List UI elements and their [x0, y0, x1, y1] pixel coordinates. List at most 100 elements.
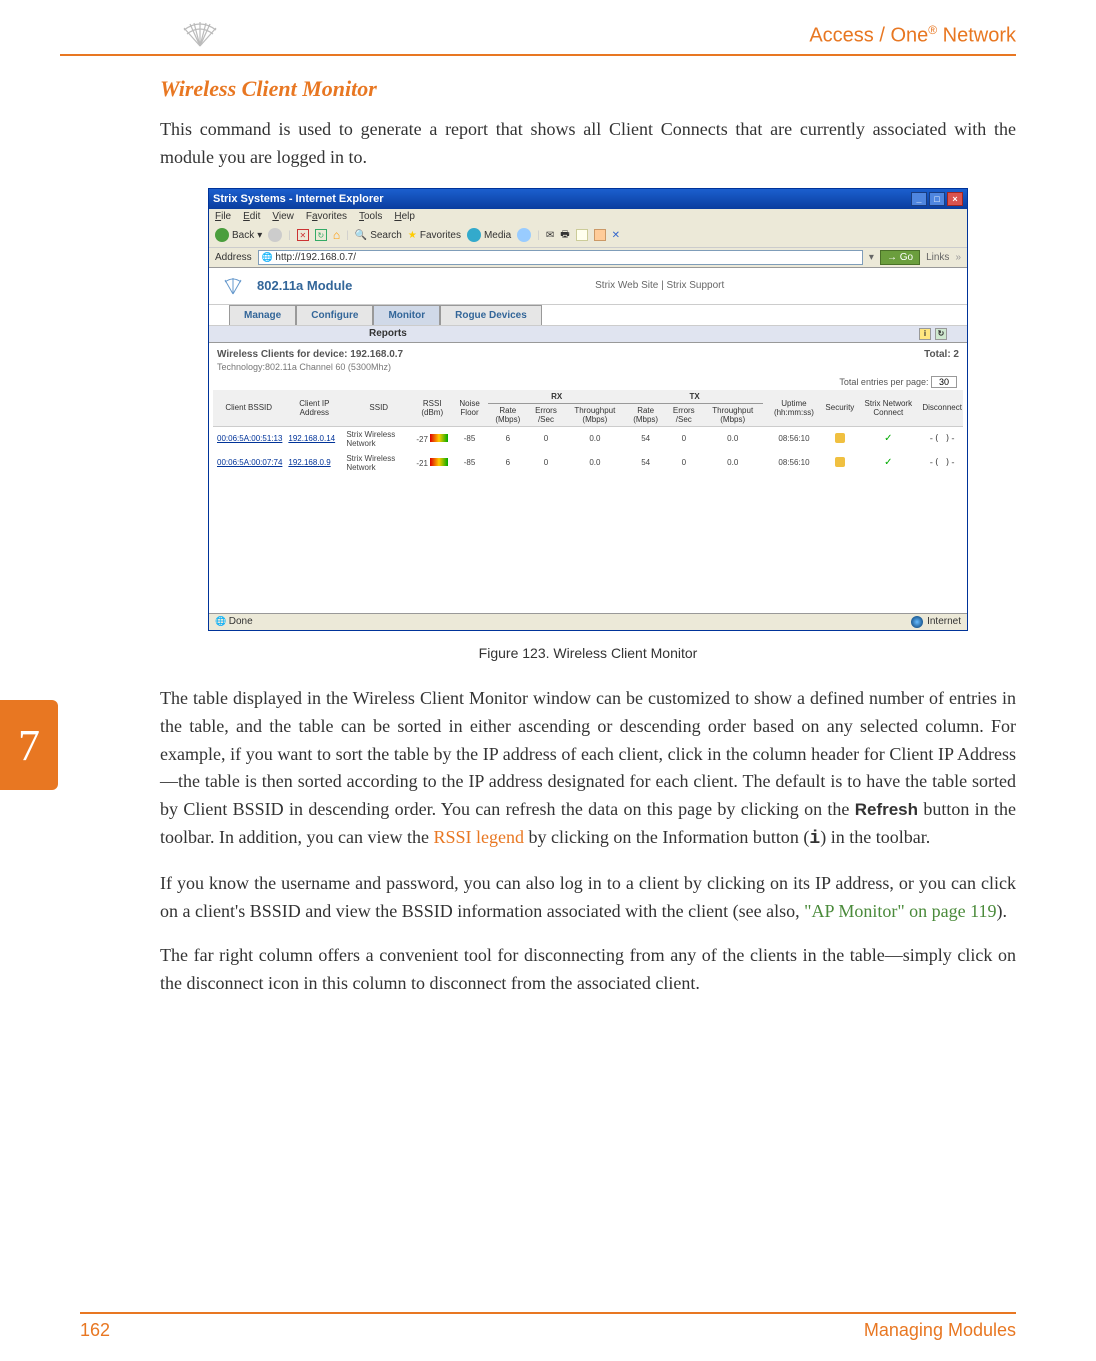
window-title: Strix Systems - Internet Explorer — [213, 193, 384, 205]
menu-file[interactable]: File — [215, 211, 231, 222]
col-tx-rate[interactable]: Rate (Mbps) — [626, 403, 666, 426]
col-ssid[interactable]: SSID — [344, 390, 413, 427]
cell-bssid[interactable]: 00:06:5A:00:51:13 — [213, 426, 284, 451]
tab-rogue[interactable]: Rogue Devices — [440, 305, 542, 325]
col-rx-rate[interactable]: Rate (Mbps) — [488, 403, 528, 426]
info-icon[interactable]: i — [919, 328, 931, 340]
cell-security — [824, 451, 855, 475]
product-title: Access / One® Network — [809, 23, 1016, 48]
entries-input[interactable] — [931, 376, 957, 388]
col-bssid[interactable]: Client BSSID — [213, 390, 284, 427]
report-body: Wireless Clients for device: 192.168.0.7… — [209, 343, 967, 613]
ie-titlebar: Strix Systems - Internet Explorer _ □ × — [209, 189, 967, 209]
table-row: 00:06:5A:00:51:13192.168.0.14Strix Wirel… — [213, 426, 963, 451]
menu-edit[interactable]: Edit — [243, 211, 260, 222]
menu-help[interactable]: Help — [394, 211, 415, 222]
lock-icon — [835, 433, 845, 443]
address-input[interactable]: 🌐 http://192.168.0.7/ — [258, 250, 863, 265]
footer-section-name: Managing Modules — [864, 1320, 1016, 1341]
discuss-button[interactable] — [594, 229, 606, 241]
module-tabs: Manage Configure Monitor Rogue Devices — [209, 305, 967, 326]
back-label: Back — [232, 230, 254, 241]
col-group-tx: TX — [626, 390, 764, 404]
history-button[interactable] — [517, 228, 531, 242]
col-tx-err[interactable]: Errors /Sec — [666, 403, 702, 426]
intro-paragraph: This command is used to generate a repor… — [160, 116, 1016, 172]
status-done: Done — [229, 616, 253, 627]
minimize-button[interactable]: _ — [911, 192, 927, 206]
check-icon: ✓ — [884, 457, 892, 468]
mail-button[interactable]: ✉ — [546, 230, 554, 241]
col-rx-err[interactable]: Errors /Sec — [528, 403, 564, 426]
home-button[interactable]: ⌂ — [333, 228, 340, 242]
col-uptime[interactable]: Uptime (hh:mm:ss) — [763, 390, 824, 427]
col-noise[interactable]: Noise Floor — [451, 390, 488, 427]
tab-monitor[interactable]: Monitor — [373, 305, 440, 325]
ie-statusbar: 🌐 Done Internet — [209, 613, 967, 630]
module-title: 802.11a Module — [257, 278, 352, 293]
col-strix[interactable]: Strix Network Connect — [855, 390, 921, 427]
maximize-button[interactable]: □ — [929, 192, 945, 206]
col-tx-tp[interactable]: Throughput (Mbps) — [702, 403, 764, 426]
menu-favorites[interactable]: Favorites — [306, 211, 347, 222]
ap-monitor-link[interactable]: "AP Monitor" on page 119 — [804, 901, 996, 921]
p2-i: i — [809, 829, 820, 849]
go-button[interactable]: → Go — [880, 250, 920, 265]
media-button[interactable]: Media — [467, 228, 511, 242]
back-button[interactable]: Back ▾ — [215, 228, 262, 242]
edit-button[interactable] — [576, 229, 588, 241]
cell-rx-err: 0 — [528, 426, 564, 451]
forward-button[interactable] — [268, 228, 282, 242]
cell-bssid[interactable]: 00:06:5A:00:07:74 — [213, 451, 284, 475]
go-label: Go — [900, 252, 913, 263]
refresh-icon[interactable]: ↻ — [935, 328, 947, 340]
cell-rx-rate: 6 — [488, 451, 528, 475]
col-security[interactable]: Security — [824, 390, 855, 427]
cell-ssid: Strix Wireless Network — [344, 451, 413, 475]
cell-disconnect[interactable]: -( )- — [921, 426, 963, 451]
rssi-legend-link[interactable]: RSSI legend — [433, 827, 524, 847]
favorites-button[interactable]: ★Favorites — [408, 230, 461, 241]
col-rx-tp[interactable]: Throughput (Mbps) — [564, 403, 626, 426]
paragraph-2: The table displayed in the Wireless Clie… — [160, 685, 1016, 854]
cell-connect: ✓ — [855, 426, 921, 451]
paragraph-4: The far right column offers a convenient… — [160, 942, 1016, 998]
cell-ip[interactable]: 192.168.0.14 — [284, 426, 344, 451]
tool-x-button[interactable]: ✕ — [612, 230, 620, 241]
stop-button[interactable]: ✕ — [297, 229, 309, 241]
ie-menubar: File Edit View Favorites Tools Help — [209, 209, 967, 224]
tab-configure[interactable]: Configure — [296, 305, 373, 325]
entries-label: Total entries per page: — [839, 377, 928, 387]
col-disconnect[interactable]: Disconnect — [921, 390, 963, 427]
module-links[interactable]: Strix Web Site | Strix Support — [364, 280, 955, 291]
strix-icon — [221, 276, 245, 296]
subtab-bar: Reports i ↻ — [209, 326, 967, 343]
p2-c: by clicking on the Information button ( — [524, 827, 809, 847]
close-button[interactable]: × — [947, 192, 963, 206]
cell-rx-rate: 6 — [488, 426, 528, 451]
entries-per-page: Total entries per page: — [213, 376, 963, 390]
tab-manage[interactable]: Manage — [229, 305, 296, 325]
search-button[interactable]: 🔍Search — [355, 230, 402, 241]
cell-disconnect[interactable]: -( )- — [921, 451, 963, 475]
registered-mark: ® — [928, 23, 937, 37]
cell-tx-err: 0 — [666, 451, 702, 475]
refresh-button[interactable]: ↻ — [315, 229, 327, 241]
section-heading: Wireless Client Monitor — [160, 76, 1016, 102]
clients-table: Client BSSID Client IP Address SSID RSSI… — [213, 390, 963, 475]
col-rssi[interactable]: RSSI (dBm) — [413, 390, 451, 427]
brand-logo — [180, 20, 220, 48]
cell-ip[interactable]: 192.168.0.9 — [284, 451, 344, 475]
p2-refresh: Refresh — [855, 800, 918, 819]
cell-rx-err: 0 — [528, 451, 564, 475]
print-button[interactable]: 🖶 — [560, 227, 569, 244]
globe-icon — [911, 616, 923, 628]
favorites-label: Favorites — [420, 230, 461, 241]
chapter-tab: 7 — [0, 700, 58, 790]
subtab-reports[interactable]: Reports — [369, 328, 407, 339]
cell-tx-tp: 0.0 — [702, 426, 764, 451]
menu-view[interactable]: View — [272, 211, 294, 222]
menu-tools[interactable]: Tools — [359, 211, 382, 222]
links-label[interactable]: Links — [926, 252, 949, 263]
col-ip[interactable]: Client IP Address — [284, 390, 344, 427]
